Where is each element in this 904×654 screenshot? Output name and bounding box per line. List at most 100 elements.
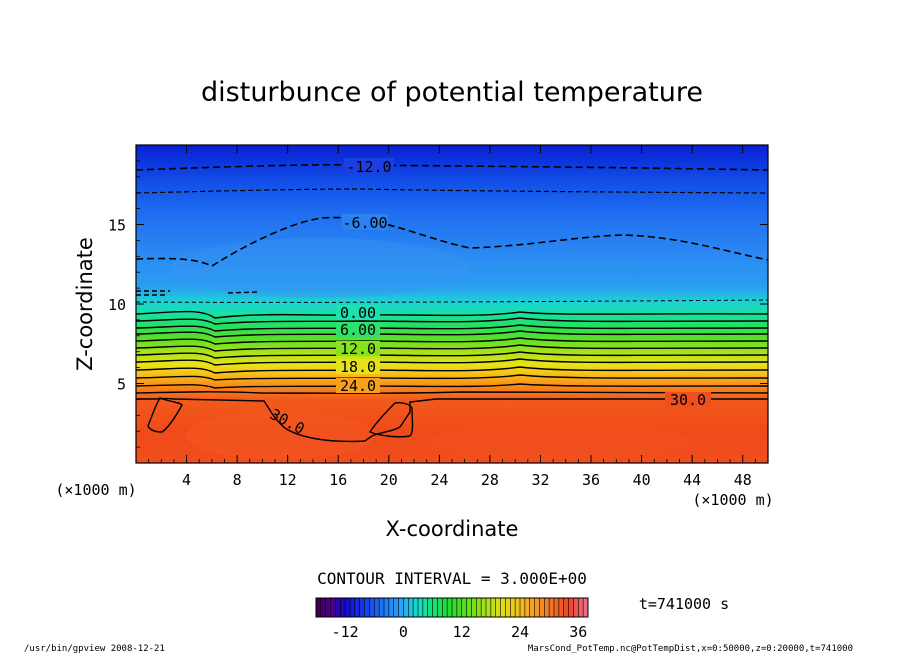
- colorbar-cell: [437, 598, 443, 617]
- contour-labels: -12.0 -6.00 0.00 6.00 12.0 18.0 24.0 30.…: [267, 158, 711, 438]
- x-tick-label: 40: [633, 471, 651, 489]
- colorbar-cell: [490, 598, 497, 617]
- x-tick-label: 36: [582, 471, 600, 489]
- colorbar-cell: [442, 598, 448, 617]
- contour-zero: [136, 299, 768, 303]
- colorbar-cell: [427, 598, 433, 617]
- x-tick-label: 4: [182, 471, 191, 489]
- colorbar-tick-label: -12: [332, 623, 359, 641]
- contour-label-12: 12.0: [340, 340, 376, 358]
- x-tick-label: 32: [531, 471, 549, 489]
- x-unit-left: (×1000 m): [55, 481, 136, 499]
- colorbar-cell: [369, 598, 375, 617]
- colorbar-cell: [573, 598, 579, 617]
- colorbar-cell: [524, 598, 531, 617]
- colorbar-cell: [466, 598, 472, 617]
- colorbar-cell: [418, 598, 424, 617]
- contour-label-neg6: -6.00: [342, 214, 387, 232]
- colorbar-cell: [456, 598, 463, 617]
- colorbar-cell: [495, 598, 501, 617]
- contour-label-neg12: -12.0: [346, 158, 391, 176]
- contour-neg6: [136, 216, 768, 267]
- contour-label-24: 24.0: [340, 377, 376, 395]
- contour-neg12: [136, 164, 768, 171]
- y-tick-label: 15: [108, 217, 126, 235]
- footer-left: /usr/bin/gpview 2008-12-21: [24, 644, 165, 654]
- y-tick-label: 10: [108, 296, 126, 314]
- colorbar-cell: [359, 598, 365, 617]
- footer-right: MarsCond_PotTemp.nc@PotTempDist,x=0:5000…: [528, 644, 853, 654]
- colorbar-cell: [320, 598, 327, 617]
- colorbar-cell: [583, 598, 589, 617]
- colorbar-cell: [374, 598, 380, 617]
- colorbar-cell: [388, 598, 395, 617]
- colorbar-cell: [563, 598, 569, 617]
- colorbar-cell: [510, 598, 516, 617]
- y-axis-label: Z-coordinate: [73, 237, 97, 371]
- contour-neg9: [136, 188, 768, 194]
- contour-label-30-right: 30.0: [670, 391, 706, 409]
- y-axis: 5 10 15: [108, 160, 768, 448]
- colorbar-cell: [481, 598, 487, 617]
- contour-label-0: 0.00: [340, 304, 376, 322]
- colorbar-cell: [432, 598, 438, 617]
- colorbar-cell: [515, 598, 521, 617]
- colorbar-cell: [316, 598, 322, 617]
- colorbar-cell: [539, 598, 545, 617]
- colorbar-cell: [350, 598, 356, 617]
- colorbar-cell: [461, 598, 467, 617]
- positive-contours: [136, 310, 768, 443]
- x-tick-label: 20: [380, 471, 398, 489]
- colorbar-cell: [549, 598, 555, 617]
- contour-label-6: 6.00: [340, 321, 376, 339]
- x-axis-label: X-coordinate: [386, 517, 519, 541]
- colorbar-cell: [413, 598, 419, 617]
- colorbar-tick-label: 36: [569, 623, 587, 641]
- colorbar-cell: [335, 598, 341, 617]
- contour-label-18: 18.0: [340, 358, 376, 376]
- colorbar-cell: [330, 598, 336, 617]
- colorbar-cell: [398, 598, 404, 617]
- x-axis: 4 8 12 16 20 24 28 32 36 40 44 48: [148, 145, 756, 489]
- contour-interval: CONTOUR INTERVAL = 3.000E+00: [317, 569, 587, 588]
- x-tick-label: 16: [329, 471, 347, 489]
- colorbar-cell: [500, 598, 506, 617]
- time-label: t=741000 s: [639, 595, 729, 613]
- x-tick-label: 8: [233, 471, 242, 489]
- colorbar-cell: [486, 598, 492, 617]
- chart-title: disturbunce of potential temperature: [201, 77, 703, 108]
- colorbar-cell: [379, 598, 385, 617]
- plot-area: [136, 145, 768, 463]
- colorbar-cell: [578, 598, 584, 617]
- colorbar-cell: [476, 598, 482, 617]
- colorbar-frame: [315, 597, 589, 618]
- x-unit-right: (×1000 m): [692, 491, 773, 509]
- colorbar-cell: [447, 598, 453, 617]
- colorbar-cell: [452, 598, 458, 617]
- field-fill: [136, 145, 768, 463]
- colorbar-cell: [340, 598, 346, 617]
- x-tick-label: 12: [279, 471, 297, 489]
- contour-neg3a: [136, 290, 259, 296]
- colorbar-ticks: -12 0 12 24 36: [332, 623, 588, 641]
- colorbar-cell: [393, 598, 399, 617]
- colorbar-cell: [364, 598, 370, 617]
- colorbar-cell: [354, 598, 361, 617]
- colorbar-cell: [534, 598, 540, 617]
- colorbar-cell: [345, 598, 351, 617]
- colorbar-cell: [568, 598, 574, 617]
- colorbar-cell: [554, 598, 560, 617]
- y-tick-label: 5: [117, 376, 126, 394]
- colorbar-cell: [408, 598, 414, 617]
- x-tick-label: 24: [430, 471, 448, 489]
- colorbar-cell: [384, 598, 390, 617]
- x-tick-label: 28: [481, 471, 499, 489]
- colorbar-cell: [422, 598, 429, 617]
- colorbar-cell: [529, 598, 535, 617]
- x-tick-label: 48: [734, 471, 752, 489]
- colorbar-cell: [520, 598, 526, 617]
- colorbar-cell: [544, 598, 550, 617]
- x-tick-label: 44: [683, 471, 701, 489]
- colorbar-cell: [471, 598, 477, 617]
